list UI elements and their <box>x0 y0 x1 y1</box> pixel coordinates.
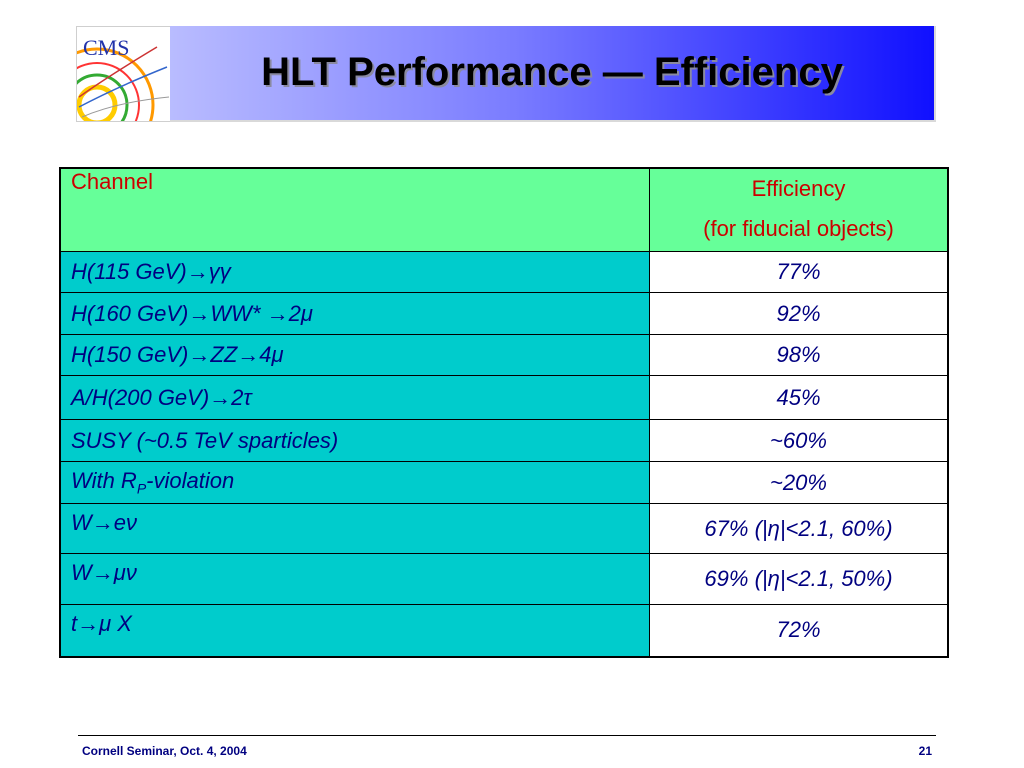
channel-cell: W→eν <box>59 503 650 554</box>
channel-subscript: P <box>136 480 147 497</box>
header-efficiency-line1: Efficiency <box>751 176 846 201</box>
cms-logo-graphic <box>77 46 170 121</box>
channel-cell: t→μ X <box>59 604 650 657</box>
table-row: With RP-violation ~20% <box>59 461 949 504</box>
table-row: W→eν 67% (|η|<2.1, 60%) <box>59 503 949 554</box>
channel-suffix: -violation <box>146 468 235 494</box>
channel-cell: H(160 GeV)→WW* →2μ <box>59 292 650 335</box>
efficiency-cell: 98% <box>649 334 949 376</box>
efficiency-cell: 72% <box>649 604 949 657</box>
channel-text: With R <box>71 468 137 494</box>
channel-cell: A/H(200 GeV)→2τ <box>59 375 650 420</box>
channel-cell: H(150 GeV)→ZZ→4μ <box>59 334 650 376</box>
table-row: H(115 GeV)→γγ 77% <box>59 251 949 293</box>
efficiency-cell: 69% (|η|<2.1, 50%) <box>649 553 949 605</box>
footer-left: Cornell Seminar, Oct. 4, 2004 <box>82 744 247 758</box>
efficiency-cell: 67% (|η|<2.1, 60%) <box>649 503 949 554</box>
header-channel-label: Channel <box>71 169 153 194</box>
table-row: SUSY (~0.5 TeV sparticles) ~60% <box>59 419 949 462</box>
table-row: t→μ X 72% <box>59 604 949 657</box>
channel-cell: H(115 GeV)→γγ <box>59 251 650 293</box>
efficiency-table: Channel Efficiency (for fiducial objects… <box>59 167 949 658</box>
table-header-row: Channel Efficiency (for fiducial objects… <box>59 167 949 252</box>
cms-logo: CMS <box>76 26 172 122</box>
logo-text: CMS <box>83 35 130 60</box>
channel-cell: SUSY (~0.5 TeV sparticles) <box>59 419 650 462</box>
efficiency-cell: 77% <box>649 251 949 293</box>
slide-title: HLT Performance — Efficiency <box>261 50 843 94</box>
title-banner: HLT Performance — Efficiency <box>170 26 936 122</box>
channel-cell: W→μν <box>59 553 650 605</box>
table-row: H(150 GeV)→ZZ→4μ 98% <box>59 334 949 376</box>
table-row: A/H(200 GeV)→2τ 45% <box>59 375 949 420</box>
efficiency-cell: ~60% <box>649 419 949 462</box>
efficiency-cell: ~20% <box>649 461 949 504</box>
channel-cell: With RP-violation <box>59 461 650 504</box>
page-number: 21 <box>918 744 932 758</box>
header-efficiency-line2: (for fiducial objects) <box>703 216 894 241</box>
efficiency-cell: 45% <box>649 375 949 420</box>
footer-divider <box>78 735 936 736</box>
header-channel: Channel <box>59 167 650 252</box>
table-row: W→μν 69% (|η|<2.1, 50%) <box>59 553 949 605</box>
efficiency-cell: 92% <box>649 292 949 335</box>
table-row: H(160 GeV)→WW* →2μ 92% <box>59 292 949 335</box>
header-efficiency: Efficiency (for fiducial objects) <box>649 167 949 252</box>
